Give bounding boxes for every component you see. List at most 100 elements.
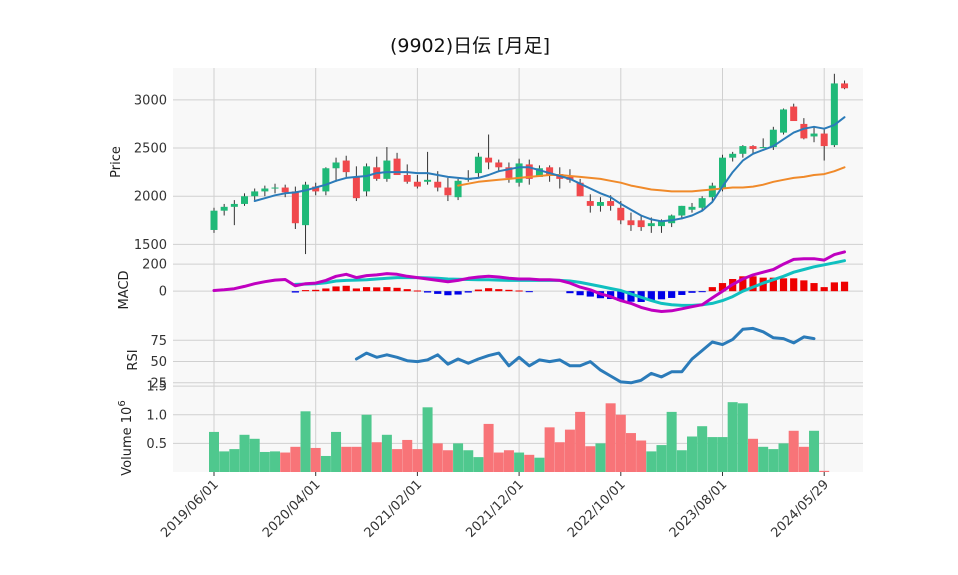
candle-body xyxy=(210,210,218,230)
macd-histogram-bar xyxy=(312,289,320,292)
volume-bar xyxy=(331,431,342,472)
candle-body xyxy=(424,179,432,182)
volume-bar xyxy=(453,443,464,472)
volume-bar xyxy=(666,411,677,472)
candle xyxy=(576,178,584,197)
macd-histogram-bar xyxy=(749,276,757,292)
macd-histogram-bar xyxy=(505,289,513,292)
candle-body xyxy=(220,206,228,211)
rsi-line xyxy=(354,326,816,385)
candle xyxy=(363,163,371,197)
candle xyxy=(495,159,503,173)
macd-histogram-bar xyxy=(393,287,401,292)
volume-y-tick-label: 0.5 xyxy=(146,437,167,452)
volume-bar xyxy=(595,443,606,472)
candle xyxy=(342,155,350,177)
volume-bar xyxy=(788,430,799,472)
volume-bar xyxy=(320,455,331,472)
volume-bar xyxy=(707,437,718,472)
macd-histogram-bar xyxy=(840,281,849,292)
volume-bar xyxy=(778,443,789,472)
candle-body xyxy=(434,181,442,188)
volume-bar xyxy=(219,451,230,472)
macd-histogram-bar xyxy=(495,289,503,292)
volume-bar xyxy=(290,446,301,472)
candle xyxy=(261,185,269,197)
macd-histogram-bar xyxy=(383,287,391,292)
x-tick-label: 2021/02/01 xyxy=(362,477,426,541)
macd-histogram-bar xyxy=(800,280,808,292)
macd-histogram-bar xyxy=(342,285,350,292)
macd-histogram-bar xyxy=(362,287,371,292)
volume-bar xyxy=(636,440,647,472)
macd-histogram-bar xyxy=(627,291,635,302)
candle-body xyxy=(485,157,493,163)
macd-histogram-bar xyxy=(444,291,452,296)
candle-body xyxy=(637,220,645,228)
candle xyxy=(485,134,493,170)
macd-histogram-bar xyxy=(373,287,381,292)
macd-histogram-bar xyxy=(708,287,716,292)
candle xyxy=(352,166,360,202)
candle-body xyxy=(657,221,665,227)
volume-bar xyxy=(381,434,392,472)
volume-bar xyxy=(656,445,667,472)
macd-y-axis-label: MACD xyxy=(117,271,132,310)
rsi-y-tick-label: 25 xyxy=(150,376,167,391)
volume-bar xyxy=(605,403,616,472)
candle-body xyxy=(515,163,523,183)
macd-histogram-bar xyxy=(464,291,472,293)
macd-histogram-bar xyxy=(352,288,360,292)
sma-short-line xyxy=(253,116,846,223)
volume-y-axis: 0.5 1.0 1.5 xyxy=(146,380,863,452)
volume-label-exponent: 6 xyxy=(117,400,128,406)
price-y-tick-label: 1500 xyxy=(134,238,167,253)
candle xyxy=(830,73,838,148)
candle-body xyxy=(332,162,340,169)
candle xyxy=(312,182,320,196)
volume-bar xyxy=(483,423,494,472)
volume-bar xyxy=(422,407,433,472)
candle-body xyxy=(841,83,849,89)
macd-signal-line xyxy=(293,259,846,307)
candle xyxy=(393,152,401,176)
candle-body xyxy=(413,181,421,187)
candle-body xyxy=(607,201,615,206)
volume-bar xyxy=(768,449,779,472)
volume-bar xyxy=(748,438,759,472)
candle-body xyxy=(474,156,482,174)
x-tick-label: 2021/12/01 xyxy=(463,477,527,541)
x-tick-label: 2019/06/01 xyxy=(158,477,222,541)
candle xyxy=(596,197,604,212)
volume-bar xyxy=(503,450,514,472)
volume-bar xyxy=(229,449,240,472)
volume-bars xyxy=(209,402,830,472)
chart-title: (9902)日伝 [月足] xyxy=(390,35,550,57)
candle-body xyxy=(729,153,737,158)
macd-histogram-bar xyxy=(403,289,411,292)
price-y-tick-label: 2000 xyxy=(134,190,167,205)
rsi-y-axis-label: RSI xyxy=(126,349,141,370)
candle-body xyxy=(352,176,360,199)
candle-body xyxy=(241,196,249,204)
volume-y-axis-label: Volume 106 xyxy=(117,400,135,475)
candle-body xyxy=(403,175,411,182)
candle-body xyxy=(719,157,726,189)
candle xyxy=(291,186,299,230)
candle xyxy=(525,159,533,185)
macd-histogram-bar xyxy=(678,291,686,295)
volume-bar xyxy=(615,414,626,472)
volume-bar xyxy=(371,442,382,472)
volume-bar xyxy=(676,450,687,472)
volume-bar xyxy=(686,436,697,472)
macd-histogram-bar xyxy=(576,291,584,296)
macd-histogram-bar xyxy=(301,290,310,292)
candle xyxy=(444,177,452,202)
candle-body xyxy=(790,106,798,122)
candle xyxy=(403,164,411,184)
macd-histogram-bar xyxy=(657,291,666,300)
volume-bar xyxy=(392,449,403,472)
volume-y-tick-label: 1.5 xyxy=(146,380,167,395)
x-axis: 2019/06/01 2020/04/01 2021/02/01 2021/12/01… xyxy=(158,472,832,541)
